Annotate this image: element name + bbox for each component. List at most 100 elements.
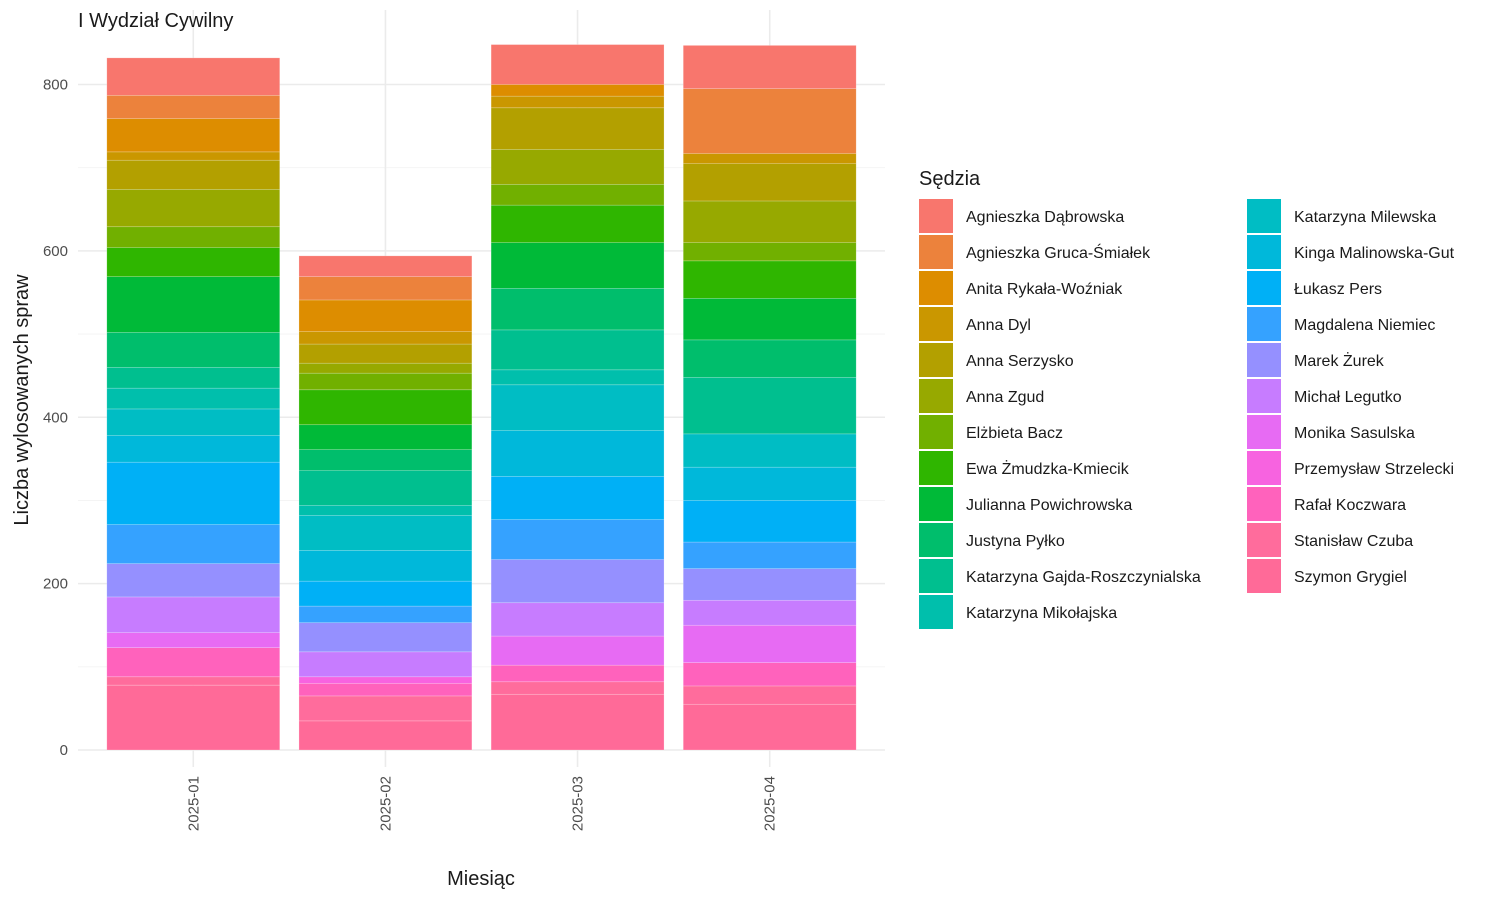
legend-key [1247, 271, 1281, 305]
legend-item: Rafał Koczwara [1247, 487, 1406, 521]
legend-label: Rafał Koczwara [1294, 497, 1406, 514]
legend-title: Sędzia [919, 168, 981, 190]
x-axis-title: Miesiąc [447, 868, 515, 890]
legend-key [919, 415, 953, 449]
legend-key [919, 271, 953, 305]
bar-segment [298, 343, 473, 364]
bar-segment [682, 466, 857, 501]
legend-item: Justyna Pyłko [919, 523, 1065, 557]
bar-segment [682, 153, 857, 164]
bar-segment [682, 260, 857, 299]
legend-item: Anita Rykała-Woźniak [919, 271, 1123, 305]
bar-segment [298, 299, 473, 332]
bar-segment [682, 163, 857, 202]
legend-key [1247, 235, 1281, 269]
bar-segment [490, 635, 665, 666]
bar-segment [106, 226, 281, 248]
legend-label: Julianna Powichrowska [966, 497, 1132, 514]
bar-segment [682, 297, 857, 341]
bar-segment [106, 435, 281, 463]
x-tick-label: 2025-03 [570, 776, 587, 831]
legend-label: Ewa Żmudzka-Kmiecik [966, 459, 1130, 478]
legend-key [1247, 451, 1281, 485]
legend-item: Kinga Malinowska-Gut [1247, 235, 1455, 269]
bar-segment [298, 424, 473, 450]
x-axis-ticks: 2025-01 2025-02 2025-03 2025-04 [185, 776, 778, 831]
legend-key [919, 451, 953, 485]
x-tick-label: 2025-04 [762, 776, 779, 831]
bar-segment [682, 568, 857, 601]
bar-segment [490, 44, 665, 85]
legend-label: Marek Żurek [1294, 351, 1385, 370]
legend-label: Anna Zgud [966, 389, 1044, 406]
bar-segment [298, 470, 473, 506]
bar-segment [106, 95, 281, 119]
legend-key [919, 343, 953, 377]
bar-segment [490, 184, 665, 206]
bar-segment [490, 204, 665, 243]
bar-segment [298, 683, 473, 697]
y-tick-label: 600 [43, 243, 68, 260]
legend-key [919, 199, 953, 233]
legend-key [919, 487, 953, 521]
bar-segment [106, 332, 281, 368]
legend-item: Agnieszka Gruca-Śmiałek [919, 235, 1151, 269]
legend-label: Agnieszka Gruca-Śmiałek [966, 243, 1151, 262]
x-tick-label: 2025-01 [185, 776, 202, 831]
legend-label: Agnieszka Dąbrowska [966, 209, 1124, 226]
bar-segment [682, 242, 857, 262]
legend-item: Katarzyna Mikołajska [919, 595, 1117, 629]
bar-segment [298, 720, 473, 751]
bar-segment [298, 372, 473, 391]
legend-item: Przemysław Strzelecki [1247, 451, 1454, 485]
bar-segment [490, 84, 665, 97]
bar-segment [298, 580, 473, 607]
legend-item: Ewa Żmudzka-Kmiecik [919, 451, 1130, 485]
legend-label: Anna Serzysko [966, 353, 1074, 370]
legend-key [1247, 307, 1281, 341]
bar-segment [490, 430, 665, 477]
legend-key [1247, 379, 1281, 413]
bar-segment [106, 151, 281, 161]
legend-item: Anna Dyl [919, 307, 1031, 341]
bar-segment [682, 339, 857, 378]
legend-item: Katarzyna Milewska [1247, 199, 1436, 233]
legend-item: Katarzyna Gajda-Roszczynialska [919, 559, 1201, 593]
legend-label: Katarzyna Milewska [1294, 209, 1436, 226]
legend-item: Michał Legutko [1247, 379, 1402, 413]
bar-segment [490, 384, 665, 431]
y-axis-title: Liczba wylosowanych spraw [11, 274, 33, 526]
bar-segment [106, 57, 281, 96]
legend-item: Anna Serzysko [919, 343, 1074, 377]
legend-item: Magdalena Niemiec [1247, 307, 1435, 341]
legend-item: Julianna Powichrowska [919, 487, 1132, 521]
bar-segment [106, 596, 281, 634]
legend-key [919, 379, 953, 413]
legend-item: Marek Żurek [1247, 343, 1385, 377]
bar-segment [490, 288, 665, 331]
y-tick-label: 400 [43, 409, 68, 426]
legend-key [1247, 559, 1281, 593]
legend-label: Łukasz Pers [1294, 281, 1382, 298]
legend-item: Elżbieta Bacz [919, 415, 1063, 449]
bar-segment [298, 389, 473, 426]
bar-segment [682, 500, 857, 543]
bar-segment [490, 476, 665, 520]
bar-segment [298, 622, 473, 653]
legend-label: Michał Legutko [1294, 389, 1402, 406]
bar-segment [682, 599, 857, 626]
y-axis-ticks: 0 200 400 600 800 [43, 77, 68, 760]
bar-segment [106, 247, 281, 277]
legend-key [1247, 487, 1281, 521]
bar-segment [490, 602, 665, 637]
legend-item: Anna Zgud [919, 379, 1044, 413]
bar-segment [298, 362, 473, 374]
bar-segment [298, 276, 473, 301]
legend-key [1247, 343, 1281, 377]
bar-segment [682, 703, 857, 751]
legend-label: Anita Rykała-Woźniak [966, 281, 1123, 298]
bar-segment [298, 550, 473, 582]
bar-segment [490, 149, 665, 185]
bar-segment [106, 563, 281, 598]
